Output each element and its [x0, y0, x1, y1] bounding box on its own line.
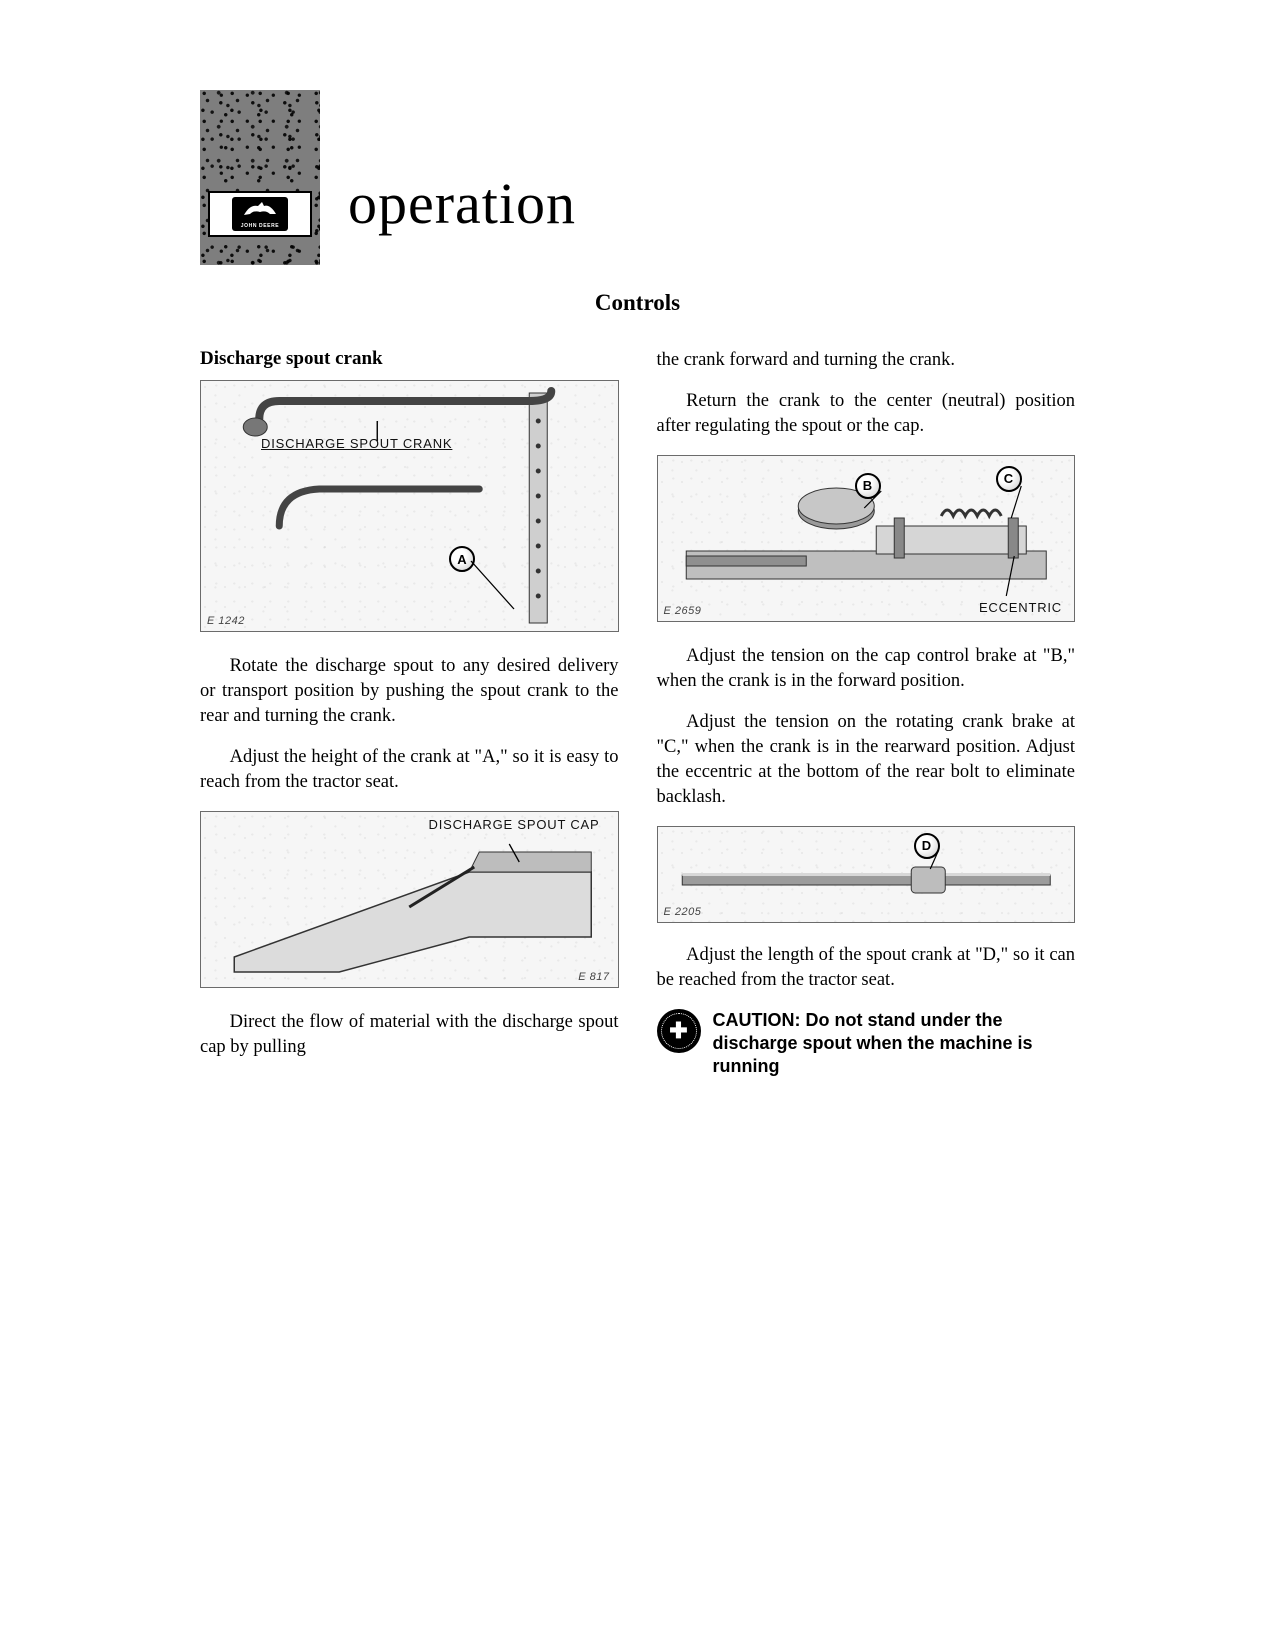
caution-text: CAUTION: Do not stand under the discharg… — [713, 1009, 1076, 1079]
brand-text: JOHN DEERE — [241, 223, 280, 229]
section-title: Controls — [200, 290, 1075, 316]
figure-spout-cap-svg — [201, 812, 618, 987]
figure-eccentric: B C ECCENTRIC E 2659 — [657, 455, 1076, 622]
figure-spout-crank-svg — [201, 381, 618, 631]
callout-c: C — [996, 466, 1022, 492]
caution-block: ✚ CAUTION: Do not stand under the discha… — [657, 1009, 1076, 1079]
figure-id: E 2205 — [664, 906, 702, 918]
callout-d: D — [914, 833, 940, 859]
paragraph: Adjust the tension on the rotating crank… — [657, 710, 1076, 810]
body-columns: Discharge spout crank — [200, 348, 1075, 1079]
figure-label-cap: DISCHARGE SPOUT CAP — [429, 818, 600, 833]
figure-id: E 1242 — [207, 615, 245, 627]
paragraph: the crank forward and turning the crank. — [657, 348, 1076, 373]
left-column: Discharge spout crank — [200, 348, 619, 1079]
paragraph: Adjust the tension on the cap control br… — [657, 644, 1076, 694]
header-row: JOHN DEERE operation — [200, 90, 1075, 265]
figure-crank-length-svg — [658, 827, 1075, 922]
page-title: operation — [348, 170, 576, 237]
brand-badge: JOHN DEERE — [208, 191, 312, 237]
callout-b: B — [855, 473, 881, 499]
figure-id: E 2659 — [664, 605, 702, 617]
right-column: the crank forward and turning the crank.… — [657, 348, 1076, 1079]
paragraph: Return the crank to the center (neutral)… — [657, 389, 1076, 439]
brand-logo-block: JOHN DEERE — [200, 90, 320, 265]
figure-label-crank: DISCHARGE SPOUT CRANK — [261, 436, 452, 451]
deer-icon — [240, 198, 280, 218]
caution-icon: ✚ — [657, 1009, 701, 1053]
figure-spout-cap: DISCHARGE SPOUT CAP E 817 — [200, 811, 619, 988]
paragraph: Adjust the height of the crank at "A," s… — [200, 745, 619, 795]
callout-a-leader — [459, 531, 529, 621]
paragraph: Direct the flow of material with the dis… — [200, 1010, 619, 1060]
paragraph: Rotate the discharge spout to any desire… — [200, 654, 619, 729]
manual-page: JOHN DEERE operation Controls Discharge … — [0, 0, 1275, 1650]
figure-id: E 817 — [578, 971, 609, 983]
figure-label-eccentric: ECCENTRIC — [979, 600, 1062, 615]
paragraph: Adjust the length of the spout crank at … — [657, 943, 1076, 993]
subsection-heading: Discharge spout crank — [200, 348, 619, 370]
figure-spout-crank: DISCHARGE SPOUT CRANK A E 1242 — [200, 380, 619, 632]
figure-crank-length: D E 2205 — [657, 826, 1076, 923]
